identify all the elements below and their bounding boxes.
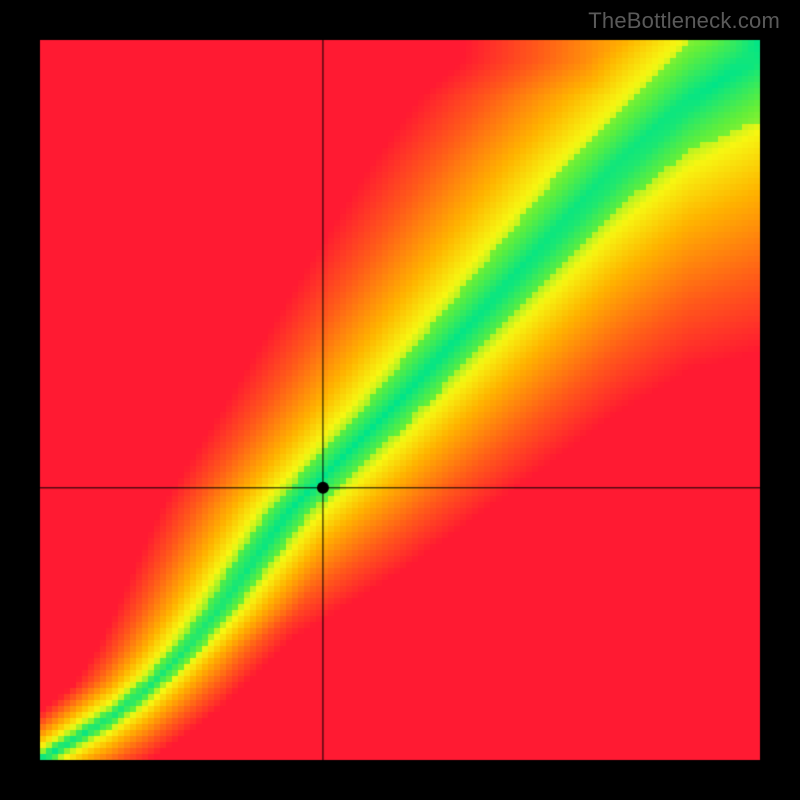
watermark-text: TheBottleneck.com (588, 8, 780, 34)
bottleneck-heatmap (0, 0, 800, 800)
